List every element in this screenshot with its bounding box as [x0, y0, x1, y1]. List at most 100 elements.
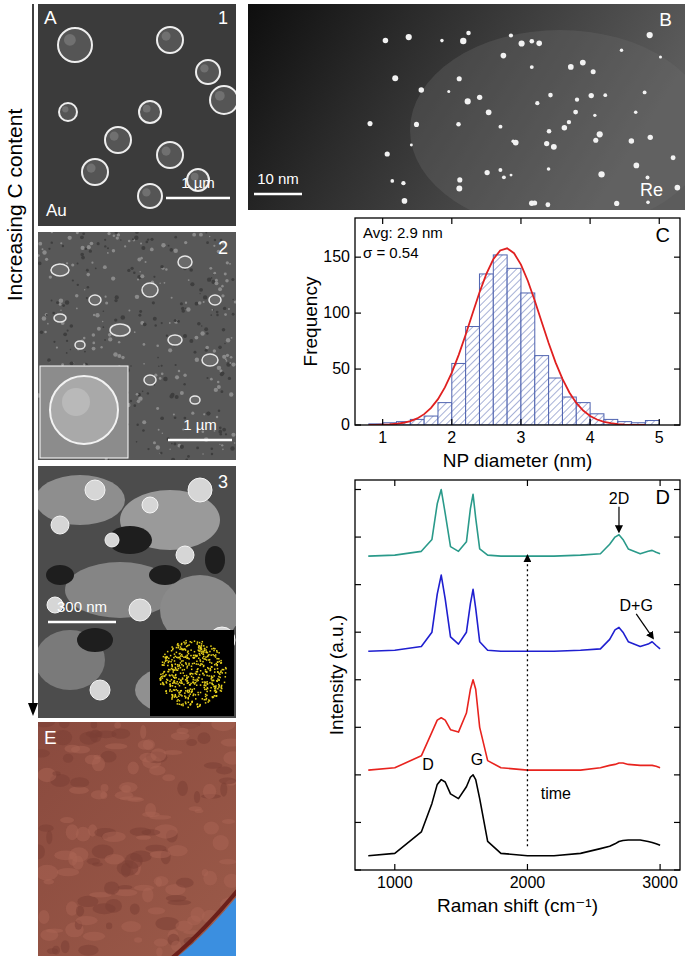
- eds-dot: [188, 664, 190, 666]
- texture-dot: [117, 354, 121, 358]
- texture-dot: [128, 309, 130, 311]
- eds-dot: [162, 673, 164, 675]
- photo-texture: [70, 777, 89, 787]
- eds-dot: [214, 688, 216, 690]
- eds-dot: [179, 653, 181, 655]
- eds-dot: [206, 651, 208, 653]
- texture-dot: [40, 331, 43, 334]
- eds-dot: [177, 644, 179, 646]
- photo-texture: [78, 945, 98, 956]
- texture-dot: [62, 245, 64, 247]
- y-tick: [674, 584, 680, 585]
- eds-dot: [191, 676, 193, 678]
- eds-dot: [175, 686, 177, 688]
- texture-dot: [143, 343, 146, 346]
- eds-dot: [186, 663, 188, 665]
- texture-dot: [124, 245, 126, 247]
- eds-dot: [165, 657, 167, 659]
- eds-dot: [189, 684, 191, 686]
- texture-dot: [92, 333, 96, 337]
- panel-letter: A: [44, 7, 57, 28]
- texture-dot: [133, 404, 136, 407]
- eds-dot: [180, 680, 182, 682]
- texture-dot: [229, 263, 231, 265]
- y-tick: [674, 536, 680, 537]
- y-tick: [355, 489, 361, 490]
- eds-dot: [181, 655, 183, 657]
- eds-dot: [185, 701, 187, 703]
- eds-dot: [203, 665, 205, 667]
- eds-dot: [211, 666, 213, 668]
- eds-dot: [190, 688, 192, 690]
- particle: [142, 497, 158, 513]
- eds-dot: [210, 668, 212, 670]
- texture-dot: [113, 352, 117, 356]
- eds-dot: [193, 657, 195, 659]
- photo-texture: [125, 853, 143, 869]
- nanoparticle: [567, 120, 571, 124]
- photo-texture: [102, 832, 126, 842]
- texture-dot: [164, 282, 166, 284]
- texture-dot: [154, 324, 156, 326]
- eds-dot: [208, 675, 210, 677]
- eds-dot: [202, 650, 204, 652]
- pore: [149, 565, 181, 585]
- texture-dot: [97, 327, 101, 331]
- texture-dot: [174, 319, 177, 322]
- eds-dot: [208, 659, 210, 661]
- eds-dot: [176, 689, 178, 691]
- photo-texture: [130, 903, 140, 914]
- eds-dot: [181, 660, 183, 662]
- texture-dot: [218, 409, 220, 411]
- texture-dot: [107, 247, 109, 249]
- texture-dot: [215, 279, 218, 282]
- eds-dot: [214, 686, 216, 688]
- eds-dot: [203, 687, 205, 689]
- texture-dot: [221, 444, 223, 446]
- texture-dot: [80, 253, 84, 257]
- x-tick: [382, 419, 383, 425]
- eds-dot: [189, 673, 191, 675]
- texture-dot: [218, 346, 222, 350]
- texture-dot: [225, 279, 228, 282]
- nanoparticle: [406, 34, 412, 40]
- photo-texture: [223, 751, 236, 764]
- eds-dot: [174, 677, 176, 679]
- eds-dot: [186, 678, 188, 680]
- annotation: D+G: [620, 597, 653, 614]
- eds-dot: [163, 656, 165, 658]
- eds-dot: [205, 694, 207, 696]
- eds-dot: [171, 664, 173, 666]
- photo-texture: [38, 844, 45, 859]
- eds-dot: [166, 656, 168, 658]
- nanoparticle: [547, 167, 551, 171]
- texture-dot: [70, 324, 74, 328]
- x-tick: [527, 864, 528, 870]
- texture-dot: [211, 277, 213, 279]
- x-tick: [527, 480, 528, 486]
- x-tick-label: 1000: [377, 874, 413, 891]
- texture-dot: [222, 355, 226, 359]
- nanoparticle: [620, 49, 623, 52]
- eds-dot: [178, 668, 180, 670]
- eds-dot: [217, 661, 219, 663]
- eds-dot: [162, 677, 164, 679]
- eds-dot: [177, 647, 179, 649]
- eds-dot: [173, 677, 175, 679]
- texture-dot: [184, 241, 187, 244]
- x-tick-label: 4: [586, 429, 595, 446]
- texture-dot: [139, 310, 142, 313]
- eds-dot: [171, 674, 173, 676]
- eds-dot: [210, 669, 212, 671]
- texture-dot: [146, 241, 149, 244]
- photo-texture: [105, 899, 122, 913]
- texture-dot: [115, 295, 119, 299]
- texture-dot: [103, 310, 105, 312]
- eds-dot: [182, 660, 184, 662]
- texture-dot: [140, 242, 142, 244]
- photo-texture: [175, 921, 193, 932]
- texture-dot: [137, 400, 141, 404]
- eds-dot: [185, 679, 187, 681]
- eds-dot: [187, 650, 189, 652]
- eds-dot: [180, 679, 182, 681]
